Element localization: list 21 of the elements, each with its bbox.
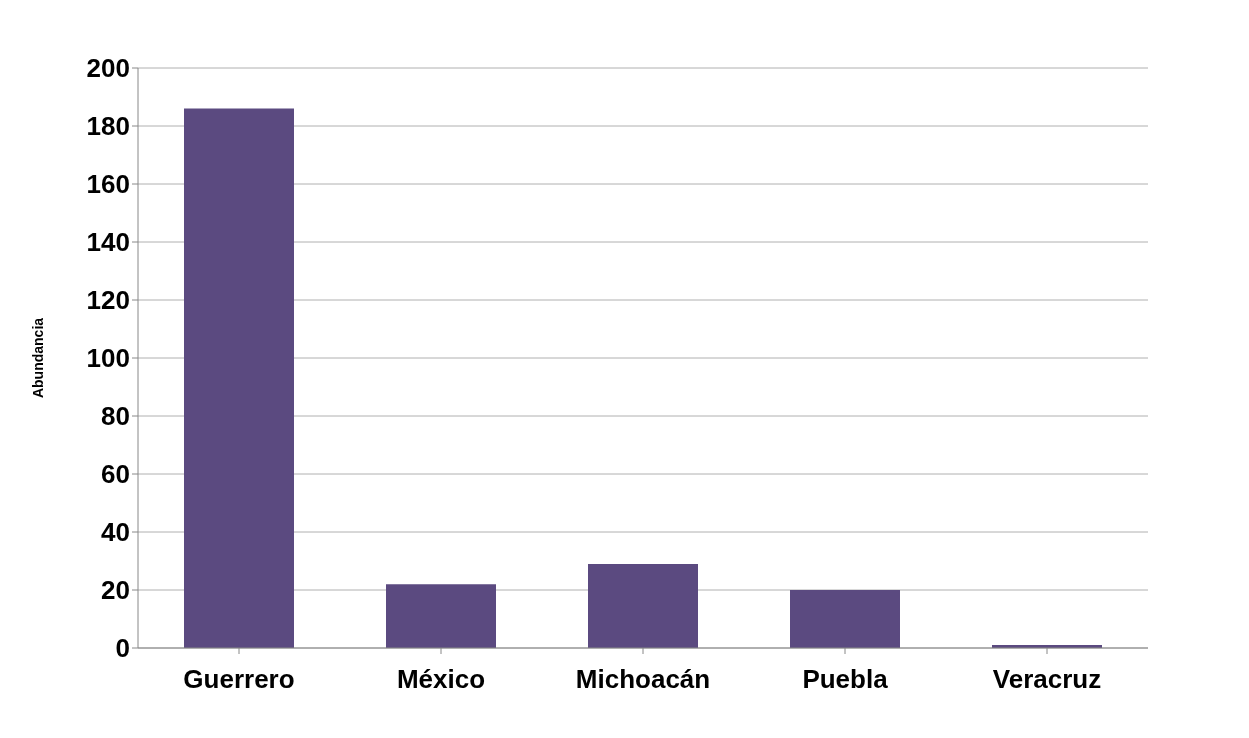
x-tick-label: Veracruz bbox=[992, 664, 1102, 695]
y-tick-label: 120 bbox=[86, 285, 130, 316]
x-tick-label: Puebla bbox=[802, 664, 889, 695]
bar bbox=[184, 108, 294, 648]
x-tick-label: México bbox=[396, 664, 486, 695]
bar bbox=[588, 563, 698, 648]
y-tick-label: 0 bbox=[115, 633, 130, 664]
y-tick-label: 160 bbox=[86, 169, 130, 200]
y-axis-title: Abundancia bbox=[29, 317, 46, 399]
bar bbox=[790, 590, 900, 648]
y-tick-label: 40 bbox=[101, 517, 130, 548]
y-tick-label: 140 bbox=[86, 227, 130, 258]
y-tick-label: 20 bbox=[101, 575, 130, 606]
y-tick-label: 180 bbox=[86, 111, 130, 142]
y-tick-label: 80 bbox=[101, 401, 130, 432]
bar bbox=[386, 584, 496, 648]
y-tick-label: 200 bbox=[86, 53, 130, 84]
y-tick-label: 60 bbox=[101, 459, 130, 490]
x-tick-label: Michoacán bbox=[575, 664, 711, 695]
x-tick-label: Guerrero bbox=[183, 664, 295, 695]
y-tick-label: 100 bbox=[86, 343, 130, 374]
